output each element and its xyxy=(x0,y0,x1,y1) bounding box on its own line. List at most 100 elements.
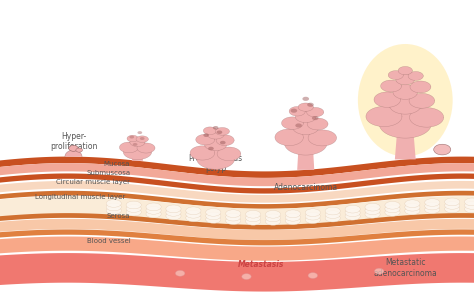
Circle shape xyxy=(129,136,134,139)
Polygon shape xyxy=(137,143,155,153)
Text: Adenocarcinoma: Adenocarcinoma xyxy=(273,184,338,192)
Ellipse shape xyxy=(325,211,340,218)
Ellipse shape xyxy=(226,210,241,218)
Polygon shape xyxy=(374,92,401,107)
Ellipse shape xyxy=(465,202,474,209)
Ellipse shape xyxy=(226,213,241,221)
Circle shape xyxy=(208,147,214,150)
Polygon shape xyxy=(393,85,418,99)
Circle shape xyxy=(220,141,226,144)
Polygon shape xyxy=(216,135,234,146)
Ellipse shape xyxy=(285,217,301,225)
Ellipse shape xyxy=(126,205,141,213)
Polygon shape xyxy=(132,153,143,161)
Ellipse shape xyxy=(246,210,261,218)
Circle shape xyxy=(69,145,78,151)
Polygon shape xyxy=(282,117,303,129)
Ellipse shape xyxy=(166,205,181,213)
Ellipse shape xyxy=(425,206,440,213)
Ellipse shape xyxy=(465,198,474,206)
Polygon shape xyxy=(295,111,316,123)
Ellipse shape xyxy=(106,200,121,207)
Circle shape xyxy=(302,97,309,101)
Circle shape xyxy=(295,123,302,128)
Text: Circular muscle layer: Circular muscle layer xyxy=(56,179,130,185)
Ellipse shape xyxy=(226,217,241,225)
Text: Serosa: Serosa xyxy=(107,213,130,219)
Ellipse shape xyxy=(465,205,474,213)
Circle shape xyxy=(133,143,137,146)
Ellipse shape xyxy=(345,209,360,217)
Ellipse shape xyxy=(265,218,281,225)
Ellipse shape xyxy=(445,205,460,213)
Polygon shape xyxy=(396,74,415,85)
Circle shape xyxy=(374,268,384,274)
Polygon shape xyxy=(366,107,402,127)
Ellipse shape xyxy=(186,210,201,218)
Polygon shape xyxy=(292,119,319,135)
Ellipse shape xyxy=(206,209,221,216)
Polygon shape xyxy=(410,108,444,127)
Ellipse shape xyxy=(186,214,201,222)
Polygon shape xyxy=(207,130,224,139)
Circle shape xyxy=(76,148,82,152)
Ellipse shape xyxy=(365,207,380,215)
Ellipse shape xyxy=(345,213,360,220)
Ellipse shape xyxy=(146,210,161,218)
Polygon shape xyxy=(203,127,217,135)
Ellipse shape xyxy=(445,198,460,206)
Ellipse shape xyxy=(425,202,440,210)
Ellipse shape xyxy=(106,207,121,214)
Polygon shape xyxy=(197,149,235,169)
Polygon shape xyxy=(136,136,148,142)
Ellipse shape xyxy=(358,44,453,157)
Text: Hyper-
proliferation: Hyper- proliferation xyxy=(50,131,97,151)
Polygon shape xyxy=(398,67,412,75)
Ellipse shape xyxy=(206,212,221,220)
Ellipse shape xyxy=(405,207,420,215)
Ellipse shape xyxy=(246,214,261,222)
Circle shape xyxy=(217,131,222,134)
Ellipse shape xyxy=(325,207,340,215)
Ellipse shape xyxy=(305,212,320,220)
Ellipse shape xyxy=(285,210,301,218)
Text: Pre-cancerous
polyp: Pre-cancerous polyp xyxy=(189,154,243,173)
Polygon shape xyxy=(307,107,324,117)
Ellipse shape xyxy=(265,214,281,222)
Ellipse shape xyxy=(146,203,161,211)
Polygon shape xyxy=(289,107,305,116)
Circle shape xyxy=(308,273,318,279)
Polygon shape xyxy=(381,80,401,92)
Ellipse shape xyxy=(246,218,261,225)
Ellipse shape xyxy=(405,203,420,211)
Ellipse shape xyxy=(425,199,440,206)
Polygon shape xyxy=(388,71,403,80)
Polygon shape xyxy=(297,140,314,170)
Ellipse shape xyxy=(285,213,301,221)
Polygon shape xyxy=(409,94,435,108)
Ellipse shape xyxy=(166,212,181,220)
Polygon shape xyxy=(389,95,421,114)
Polygon shape xyxy=(130,138,145,147)
Polygon shape xyxy=(307,118,328,130)
Polygon shape xyxy=(275,129,303,146)
Text: Blood vessel: Blood vessel xyxy=(87,238,130,244)
Ellipse shape xyxy=(106,203,121,211)
Polygon shape xyxy=(217,147,241,161)
Ellipse shape xyxy=(385,205,400,213)
Polygon shape xyxy=(284,131,327,155)
Ellipse shape xyxy=(305,209,320,216)
Ellipse shape xyxy=(126,208,141,216)
Text: Mucosa: Mucosa xyxy=(104,161,130,167)
Polygon shape xyxy=(410,81,431,93)
Polygon shape xyxy=(123,144,152,160)
Polygon shape xyxy=(209,160,223,169)
Polygon shape xyxy=(215,128,229,135)
Polygon shape xyxy=(379,110,431,138)
Polygon shape xyxy=(204,138,227,151)
Ellipse shape xyxy=(265,210,281,218)
Text: Longitudinal muscle layer: Longitudinal muscle layer xyxy=(36,194,126,200)
Polygon shape xyxy=(65,150,82,157)
Circle shape xyxy=(291,109,297,113)
Polygon shape xyxy=(190,146,215,160)
